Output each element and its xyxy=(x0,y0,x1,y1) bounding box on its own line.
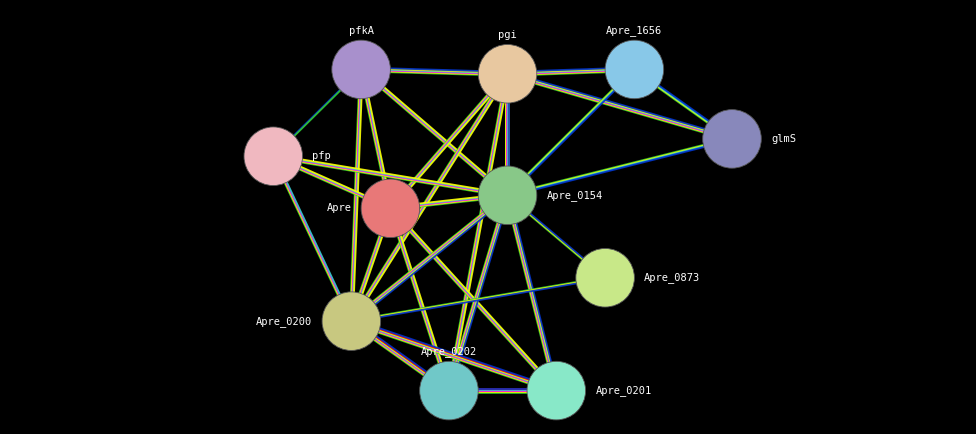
Text: pfkA: pfkA xyxy=(348,26,374,36)
Text: Apre_0201: Apre_0201 xyxy=(595,385,652,396)
Ellipse shape xyxy=(478,45,537,103)
Ellipse shape xyxy=(478,166,537,224)
Text: Apre_0154: Apre_0154 xyxy=(547,190,603,201)
Ellipse shape xyxy=(605,40,664,99)
Text: Apre_0200: Apre_0200 xyxy=(256,316,312,327)
Text: pfp: pfp xyxy=(312,151,331,161)
Text: Apre: Apre xyxy=(326,203,351,214)
Ellipse shape xyxy=(332,40,390,99)
Ellipse shape xyxy=(576,249,634,307)
Text: pgi: pgi xyxy=(498,30,517,40)
Ellipse shape xyxy=(322,292,381,350)
Ellipse shape xyxy=(361,179,420,237)
Ellipse shape xyxy=(244,127,303,185)
Ellipse shape xyxy=(420,362,478,420)
Text: glmS: glmS xyxy=(771,134,796,144)
Text: Apre_1656: Apre_1656 xyxy=(606,25,663,36)
Ellipse shape xyxy=(527,362,586,420)
Ellipse shape xyxy=(703,110,761,168)
Text: Apre_0873: Apre_0873 xyxy=(644,272,701,283)
Text: Apre_0202: Apre_0202 xyxy=(421,346,477,357)
